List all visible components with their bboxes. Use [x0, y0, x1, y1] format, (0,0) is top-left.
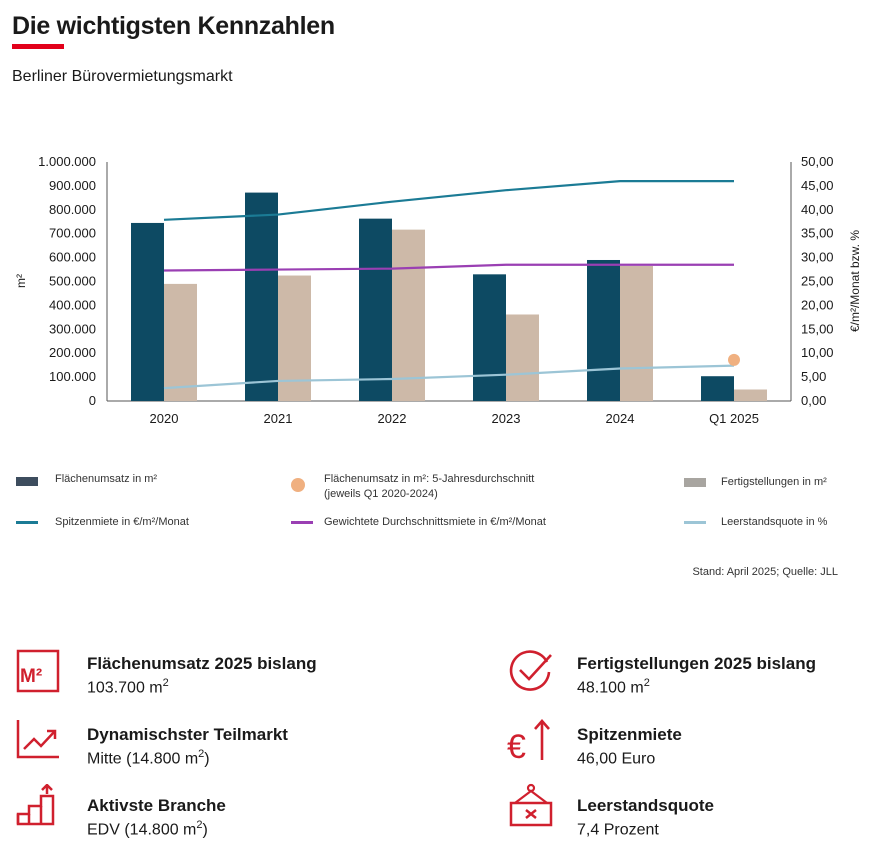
legend-label-durchschnitt: Flächenumsatz in m²: 5-Jahresdurchschnit…	[324, 472, 534, 502]
kpi-value: 46,00 Euro	[577, 750, 656, 768]
kpi-title: Flächenumsatz 2025 bislang	[87, 654, 317, 673]
y-tick-label-right: 30,00	[801, 250, 834, 265]
kpi-value: 7,4 Prozent	[577, 821, 659, 839]
spitzenmiete-line	[163, 180, 734, 221]
kpi-value: 48.100 m2	[577, 677, 650, 697]
kpi-value: EDV (14.800 m2)	[87, 819, 208, 839]
vacant-sign-icon	[509, 783, 553, 827]
y-tick-label-right: 15,00	[801, 321, 834, 336]
x-tick-label: 2022	[378, 411, 407, 426]
y-tick-label-left: 0	[89, 393, 96, 408]
legend-swatch-spitzenmiete	[16, 521, 38, 524]
x-tick-label: 2020	[150, 411, 179, 426]
legend-swatch-durchschnittsmiete	[291, 521, 313, 524]
x-tick-label: 2023	[492, 411, 521, 426]
y-tick-label-left: 100.000	[49, 369, 96, 384]
title-accent-bar	[12, 44, 64, 49]
legend-label-spitzenmiete: Spitzenmiete in €/m²/Monat	[55, 516, 189, 528]
y-tick-label-right: 10,00	[801, 345, 834, 360]
leerstand-line	[163, 364, 735, 390]
bar-flaechenumsatz	[359, 218, 392, 401]
legend-label-fertigstellungen: Fertigstellungen in m²	[721, 476, 827, 488]
combo-chart: 0 100.000 200.000 300.000 400.000 500.000 600.…	[14, 154, 862, 426]
page-subtitle: Berliner Bürovermietungsmarkt	[12, 68, 233, 85]
bar-fertigstellungen	[278, 275, 311, 401]
x-tick-label: 2024	[606, 411, 635, 426]
y-tick-label-right: 0,00	[801, 393, 826, 408]
bar-flaechenumsatz	[245, 192, 278, 401]
legend-label-durchschnittsmiete: Gewichtete Durchschnittsmiete in €/m²/Mo…	[324, 516, 546, 528]
kpi-title: Leerstandsquote	[577, 796, 714, 815]
y-tick-label-left: 1.000.000	[38, 154, 96, 169]
bar-fertigstellungen	[164, 283, 197, 401]
y-tick-label-left: 400.000	[49, 297, 96, 312]
durchschnittsmiete-line	[163, 263, 734, 272]
growth-stairs-icon	[16, 784, 55, 826]
y-tick-label-right: 50,00	[801, 154, 834, 169]
bar-flaechenumsatz	[473, 274, 506, 401]
euro-up-icon: €	[507, 719, 550, 764]
svg-text:M²: M²	[20, 666, 42, 687]
kpi-value: Mitte (14.800 m2)	[87, 748, 210, 768]
y-tick-label-right: 20,00	[801, 297, 834, 312]
kpi-title: Spitzenmiete	[577, 725, 682, 744]
y-tick-label-right: 40,00	[801, 202, 834, 217]
y-tick-label-left: 600.000	[49, 250, 96, 265]
bar-flaechenumsatz	[131, 222, 164, 401]
page-title: Die wichtigsten Kennzahlen	[12, 12, 335, 40]
bar-flaechenumsatz	[701, 376, 734, 401]
y-tick-label-right: 25,00	[801, 274, 834, 289]
y-tick-label-right: 5,00	[801, 369, 826, 384]
point-5-jahresdurchschnitt	[728, 353, 740, 366]
kpi-value: 103.700 m2	[87, 677, 169, 697]
bar-fertigstellungen	[506, 314, 539, 401]
y-axis-title-right: €/m²/Monat bzw. %	[848, 230, 862, 332]
legend-swatch-fertigstellungen	[684, 478, 706, 487]
y-tick-label-left: 300.000	[49, 321, 96, 336]
y-tick-label-right: 45,00	[801, 178, 834, 193]
bar-flaechenumsatz	[587, 259, 620, 401]
y-axis-title-left: m²	[14, 274, 28, 288]
trend-chart-icon	[16, 720, 59, 759]
legend-swatch-leerstand	[684, 521, 706, 524]
kpi-title: Aktivste Branche	[87, 796, 226, 815]
y-tick-label-left: 500.000	[49, 274, 96, 289]
x-tick-label: Q1 2025	[709, 411, 759, 426]
y-tick-label-left: 200.000	[49, 345, 96, 360]
bar-fertigstellungen	[620, 265, 653, 401]
bar-fertigstellungen	[734, 389, 767, 401]
source-note: Stand: April 2025; Quelle: JLL	[692, 566, 838, 578]
svg-text:€: €	[507, 728, 526, 764]
m2-icon: M²	[16, 649, 60, 693]
legend-swatch-durchschnitt	[291, 478, 305, 492]
bar-fertigstellungen	[392, 229, 425, 401]
kpi-title: Fertigstellungen 2025 bislang	[577, 654, 817, 673]
y-tick-label-right: 35,00	[801, 226, 834, 241]
x-tick-label: 2021	[264, 411, 293, 426]
y-tick-label-left: 800.000	[49, 202, 96, 217]
y-tick-label-left: 900.000	[49, 178, 96, 193]
legend-swatch-flaechenumsatz	[16, 477, 38, 486]
checkmark-circle-icon	[509, 650, 552, 691]
legend-label-leerstand: Leerstandsquote in %	[721, 516, 828, 528]
legend-label-flaechenumsatz: Flächenumsatz in m²	[55, 473, 158, 485]
legend-label-durchschnitt-line2: (jeweils Q1 2020-2024)	[324, 488, 438, 500]
y-tick-label-left: 700.000	[49, 226, 96, 241]
kpi-title: Dynamischster Teilmarkt	[87, 725, 288, 744]
legend-label-durchschnitt-line1: Flächenumsatz in m²: 5-Jahresdurchschnit…	[324, 473, 535, 485]
